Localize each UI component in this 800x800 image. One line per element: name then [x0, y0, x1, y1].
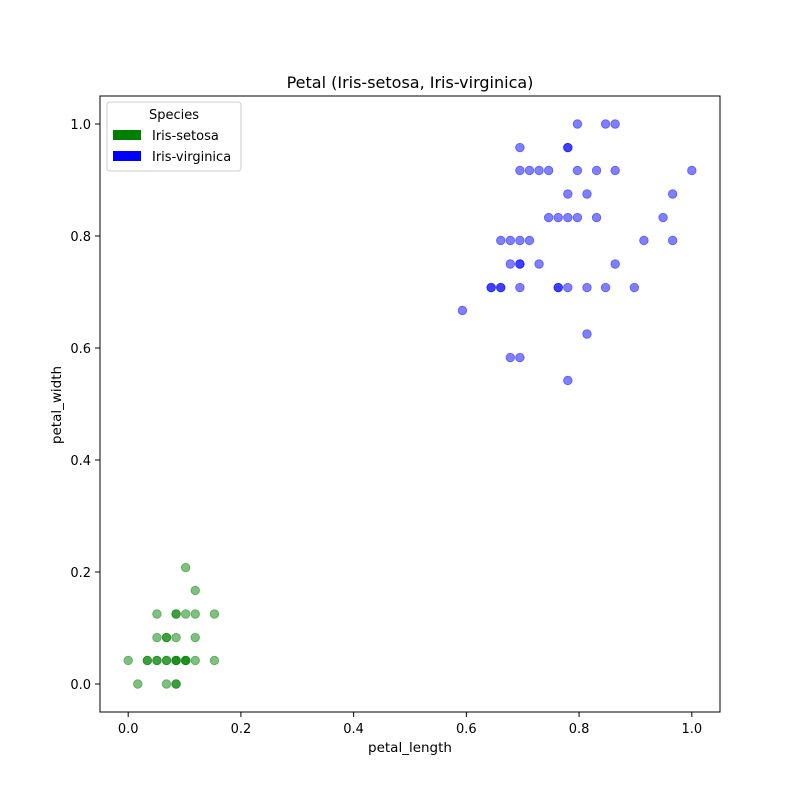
data-point [515, 352, 525, 363]
data-point [171, 609, 181, 619]
data-point [610, 165, 620, 176]
data-point [505, 259, 516, 269]
data-point [171, 655, 181, 666]
data-point [505, 235, 516, 246]
data-point [572, 212, 583, 223]
x-tick-label: 1.0 [681, 722, 702, 737]
x-tick-label: 0.0 [118, 722, 139, 737]
data-point [123, 655, 133, 666]
data-point [190, 585, 200, 596]
data-point [161, 632, 172, 643]
axes-frame [99, 95, 721, 713]
data-point [180, 655, 191, 666]
data-point [515, 282, 525, 293]
legend-swatch-setosa [113, 130, 141, 140]
data-point [515, 165, 525, 176]
data-point [563, 282, 573, 293]
legend-swatch-virginica [113, 151, 141, 161]
data-point [133, 679, 143, 689]
data-point [152, 609, 162, 619]
data-point [553, 282, 563, 293]
data-point [591, 165, 602, 176]
legend-label-virginica: Iris-virginica [152, 150, 231, 165]
data-point [639, 235, 649, 246]
chart-title: Petal (Iris-setosa, Iris-virginica) [287, 73, 534, 92]
data-point [563, 212, 573, 223]
data-point [190, 632, 200, 643]
data-point [563, 142, 573, 153]
data-point [486, 282, 496, 293]
data-point [524, 165, 535, 176]
legend: Species Iris-setosa Iris-virginica [106, 101, 242, 172]
data-point [496, 282, 506, 293]
y-tick-label: 1.0 [70, 118, 91, 133]
data-point [667, 235, 678, 246]
data-point [658, 212, 668, 223]
data-point [553, 212, 563, 223]
data-point [496, 235, 506, 246]
x-tick-label: 0.4 [343, 722, 364, 737]
legend-title: Species [149, 108, 199, 123]
data-point [543, 212, 554, 223]
data-point [582, 189, 592, 199]
data-point [687, 165, 697, 176]
data-point [591, 212, 602, 223]
y-axis-label: petal_width [49, 366, 65, 444]
data-point [505, 352, 516, 363]
data-point [582, 282, 592, 293]
y-tick-label: 0.0 [70, 678, 91, 693]
data-point [142, 655, 153, 666]
series-iris-virginica [457, 119, 697, 386]
data-point [534, 259, 544, 269]
data-point [190, 609, 200, 619]
legend-label-setosa: Iris-setosa [152, 129, 219, 144]
y-tick-label: 0.2 [70, 566, 91, 581]
x-tick-label: 0.8 [569, 722, 590, 737]
y-tick-label: 0.8 [70, 230, 91, 245]
x-axis-label: petal_length [368, 740, 452, 756]
x-tick-label: 0.6 [456, 722, 477, 737]
data-point [572, 165, 583, 176]
data-point [582, 329, 592, 339]
data-point [209, 609, 220, 619]
y-tick-label: 0.4 [70, 454, 91, 469]
x-tick-label: 0.2 [231, 722, 252, 737]
data-point [161, 655, 172, 666]
data-point [515, 259, 525, 269]
data-point [209, 655, 220, 666]
axes: 0.0 0.2 0.4 0.6 0.8 1.0 0.0 0.2 0.4 0.6 0.8 1.0 [70, 95, 721, 737]
data-point [171, 679, 181, 689]
data-point [171, 632, 181, 643]
data-point [190, 655, 200, 666]
data-point [180, 562, 191, 573]
y-tick-label: 0.6 [70, 342, 91, 357]
data-point [152, 632, 162, 643]
data-point [563, 375, 573, 386]
data-point [610, 259, 620, 269]
data-point [629, 282, 640, 293]
data-point [667, 189, 678, 199]
data-point [534, 165, 544, 176]
series-iris-setosa [123, 562, 220, 689]
data-point [610, 119, 620, 129]
data-point [457, 305, 468, 316]
data-point [543, 165, 554, 176]
data-point [152, 655, 162, 666]
plot-area [123, 119, 697, 689]
data-point [563, 189, 573, 199]
data-point [600, 119, 611, 129]
data-point [600, 282, 611, 293]
data-point [161, 679, 172, 689]
data-point [572, 119, 583, 129]
data-point [180, 609, 191, 619]
data-point [524, 235, 535, 246]
data-point [515, 235, 525, 246]
data-point [515, 142, 525, 153]
